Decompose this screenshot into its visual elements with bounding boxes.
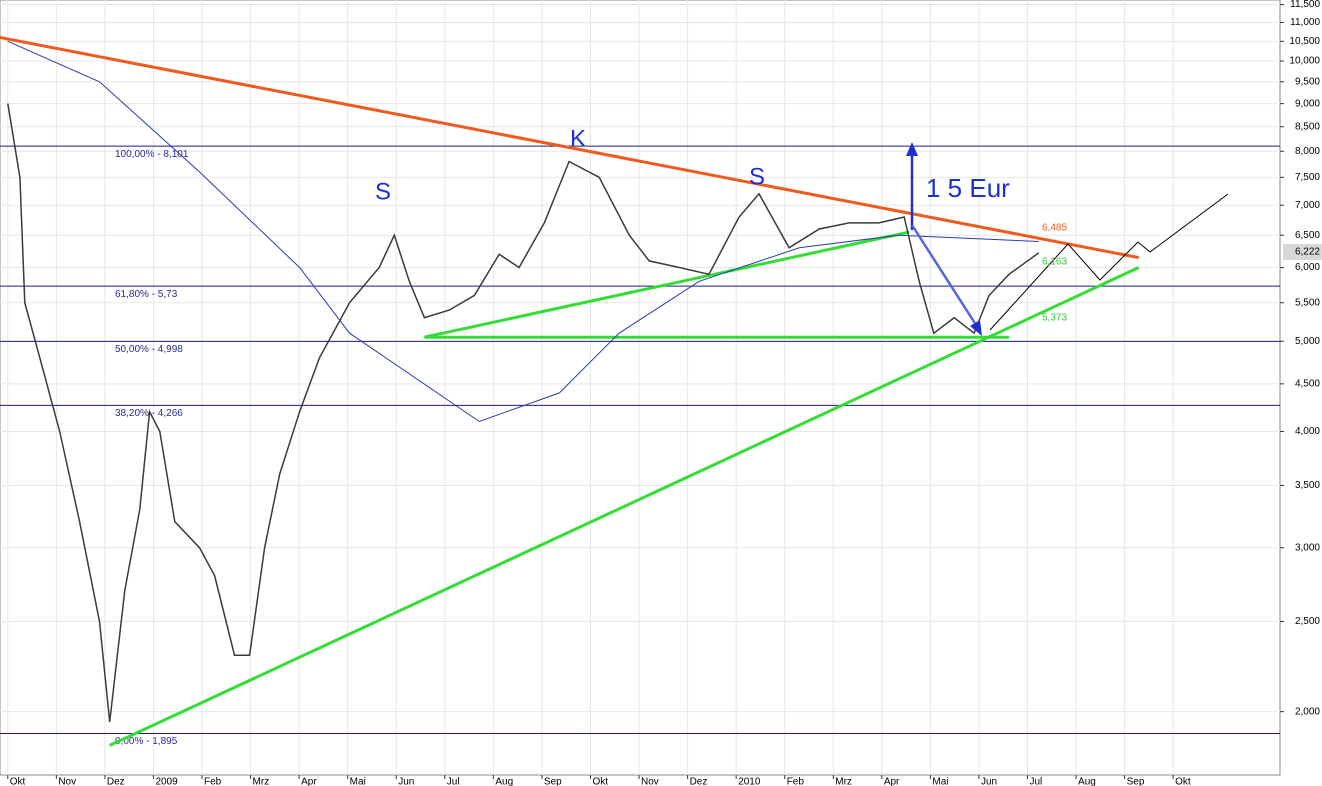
y-tick-label: 10,000 [1289, 56, 1320, 67]
x-tick-label: Mai [350, 777, 366, 786]
y-tick-label: 3,000 [1295, 542, 1320, 553]
fib-label: 61,80% - 5,73 [115, 289, 178, 300]
price-line [7, 40, 1039, 423]
x-tick-label: Feb [204, 777, 222, 786]
y-tick-label: 2,500 [1295, 616, 1320, 627]
trendline [424, 230, 910, 339]
y-tick-label: 11,500 [1290, 0, 1320, 10]
x-tick-label: Mai [932, 777, 948, 786]
last-price: 6,222 [1295, 247, 1320, 258]
y-tick-label: 5,500 [1295, 297, 1320, 308]
y-tick-label: 5,000 [1295, 336, 1320, 347]
x-tick-label: Aug [1078, 777, 1096, 786]
y-tick-label: 2,000 [1295, 706, 1320, 717]
annotation: K [570, 125, 586, 152]
annotation: S [749, 163, 765, 190]
x-tick-label: Mrz [835, 777, 852, 786]
y-tick-label: 8,500 [1295, 121, 1320, 132]
y-tick-label: 4,000 [1295, 426, 1320, 437]
arrow [910, 224, 980, 329]
x-tick-label: Dez [690, 777, 708, 786]
trendline [109, 266, 1140, 747]
x-tick-label: Jun [981, 777, 997, 786]
y-tick-label: 8,000 [1295, 146, 1320, 157]
last-price-box [1283, 244, 1322, 260]
y-tick-label: 11,000 [1290, 17, 1320, 28]
plot-area [0, 0, 1281, 776]
x-tick-label: Jun [398, 777, 414, 786]
forecast-path [989, 193, 1229, 331]
x-tick-label: Sep [544, 777, 562, 786]
trendline [0, 36, 1139, 260]
annotation: 6,163 [1042, 257, 1067, 268]
x-tick-label: Okt [10, 777, 26, 786]
forecast-arrows [989, 193, 1229, 331]
x-tick-label: 2009 [155, 777, 178, 786]
arrow-head [970, 320, 982, 336]
x-tick-label: Mrz [253, 777, 270, 786]
y-tick-label: 9,500 [1295, 76, 1320, 87]
arrows [906, 142, 982, 336]
y-tick-label: 7,000 [1295, 200, 1320, 211]
y-tick-label: 7,500 [1295, 172, 1320, 183]
y-tick-label: 6,000 [1295, 262, 1320, 273]
y-tick-label: 9,000 [1295, 98, 1320, 109]
y-tick-label: 6,500 [1295, 230, 1320, 241]
annotation: S [375, 178, 391, 205]
y-tick-label: 3,500 [1295, 480, 1320, 491]
x-tick-label: Nov [58, 777, 76, 786]
fib-label: 100,00% - 8,101 [115, 149, 189, 160]
annotation: 5,373 [1042, 313, 1067, 324]
x-tick-label: Apr [884, 777, 900, 786]
x-tick-label: Nov [641, 777, 659, 786]
x-tick-label: Aug [495, 777, 513, 786]
y-tick-label: 10,500 [1289, 36, 1320, 47]
arrow-head [906, 142, 918, 156]
fib-label: 50,00% - 4,998 [115, 344, 183, 355]
fib-label: 0,00% - 1,895 [115, 736, 178, 747]
x-tick-label: 2010 [738, 777, 761, 786]
x-tick-label: Apr [301, 777, 317, 786]
annotation: 1 5 Eur [926, 173, 1010, 203]
x-tick-label: Dez [107, 777, 125, 786]
price-line [7, 103, 1040, 722]
x-tick-label: Okt [1175, 777, 1191, 786]
x-tick-label: Feb [787, 777, 805, 786]
x-tick-label: Jul [447, 777, 460, 786]
x-tick-label: Sep [1127, 777, 1145, 786]
annotation: 6,485 [1042, 223, 1067, 234]
y-tick-label: 4,500 [1295, 378, 1320, 389]
x-tick-label: Jul [1029, 777, 1042, 786]
x-tick-label: Okt [592, 777, 608, 786]
